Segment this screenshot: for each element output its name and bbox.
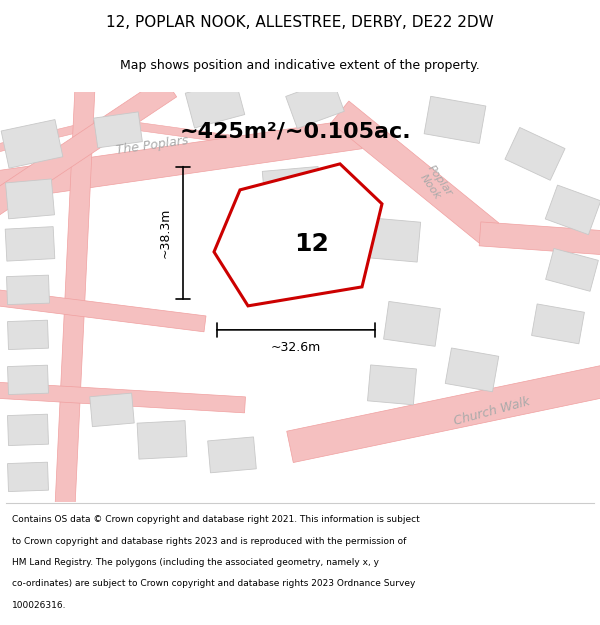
Polygon shape — [286, 79, 344, 128]
Text: Poplar
Nook: Poplar Nook — [416, 163, 454, 204]
Polygon shape — [55, 86, 95, 508]
Polygon shape — [445, 348, 499, 392]
Polygon shape — [479, 222, 600, 256]
Polygon shape — [90, 393, 134, 427]
Polygon shape — [383, 301, 440, 346]
Polygon shape — [0, 289, 206, 332]
Polygon shape — [331, 101, 499, 245]
Text: 12, POPLAR NOOK, ALLESTREE, DERBY, DE22 2DW: 12, POPLAR NOOK, ALLESTREE, DERBY, DE22 … — [106, 15, 494, 30]
Text: Map shows position and indicative extent of the property.: Map shows position and indicative extent… — [120, 59, 480, 72]
Polygon shape — [8, 320, 49, 349]
Text: Church Walk: Church Walk — [452, 396, 532, 428]
Polygon shape — [424, 96, 486, 144]
Text: ~38.3m: ~38.3m — [158, 208, 172, 258]
Text: HM Land Registry. The polygons (including the associated geometry, namely x, y: HM Land Registry. The polygons (includin… — [12, 558, 379, 567]
Polygon shape — [532, 304, 584, 344]
Polygon shape — [262, 166, 322, 213]
Text: The Poplars: The Poplars — [115, 134, 189, 158]
Text: Contains OS data © Crown copyright and database right 2021. This information is : Contains OS data © Crown copyright and d… — [12, 515, 420, 524]
Polygon shape — [94, 112, 142, 148]
Polygon shape — [545, 185, 600, 234]
Polygon shape — [0, 77, 176, 217]
Polygon shape — [8, 462, 49, 492]
Polygon shape — [287, 361, 600, 462]
Polygon shape — [7, 414, 49, 446]
Polygon shape — [0, 119, 362, 202]
Polygon shape — [214, 164, 382, 306]
Polygon shape — [185, 80, 245, 128]
Polygon shape — [545, 249, 598, 291]
Polygon shape — [5, 179, 55, 219]
Polygon shape — [0, 118, 106, 154]
Polygon shape — [1, 119, 63, 168]
Text: to Crown copyright and database rights 2023 and is reproduced with the permissio: to Crown copyright and database rights 2… — [12, 537, 406, 546]
Text: ~425m²/~0.105ac.: ~425m²/~0.105ac. — [179, 122, 411, 142]
Polygon shape — [0, 382, 245, 413]
Text: 12: 12 — [295, 232, 329, 256]
Polygon shape — [8, 365, 49, 394]
Polygon shape — [137, 421, 187, 459]
Polygon shape — [7, 275, 49, 304]
Polygon shape — [208, 437, 256, 473]
Text: ~32.6m: ~32.6m — [271, 341, 321, 354]
Polygon shape — [365, 217, 421, 262]
Polygon shape — [250, 130, 355, 146]
Polygon shape — [104, 118, 251, 146]
Polygon shape — [368, 365, 416, 405]
Polygon shape — [5, 227, 55, 261]
Polygon shape — [505, 127, 565, 180]
Text: 100026316.: 100026316. — [12, 601, 67, 609]
Text: co-ordinates) are subject to Crown copyright and database rights 2023 Ordnance S: co-ordinates) are subject to Crown copyr… — [12, 579, 415, 588]
